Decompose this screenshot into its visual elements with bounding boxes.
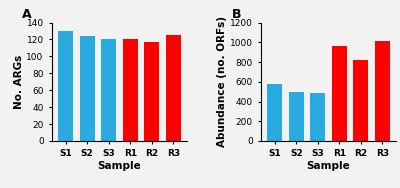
Bar bbox=[353, 60, 368, 141]
Text: A: A bbox=[22, 8, 32, 21]
Bar bbox=[144, 42, 159, 141]
Bar bbox=[80, 36, 95, 141]
Y-axis label: No. ARGs: No. ARGs bbox=[14, 55, 24, 109]
X-axis label: Sample: Sample bbox=[98, 161, 141, 171]
Bar bbox=[123, 39, 138, 141]
Bar bbox=[375, 41, 390, 141]
Bar bbox=[166, 35, 181, 141]
Bar bbox=[101, 39, 116, 141]
X-axis label: Sample: Sample bbox=[307, 161, 350, 171]
Bar bbox=[310, 93, 325, 141]
Bar bbox=[332, 46, 347, 141]
Y-axis label: Abundance (no. ORFs): Abundance (no. ORFs) bbox=[217, 16, 227, 147]
Bar bbox=[58, 31, 73, 141]
Text: B: B bbox=[232, 8, 241, 21]
Bar bbox=[289, 92, 304, 141]
Bar bbox=[267, 84, 282, 141]
